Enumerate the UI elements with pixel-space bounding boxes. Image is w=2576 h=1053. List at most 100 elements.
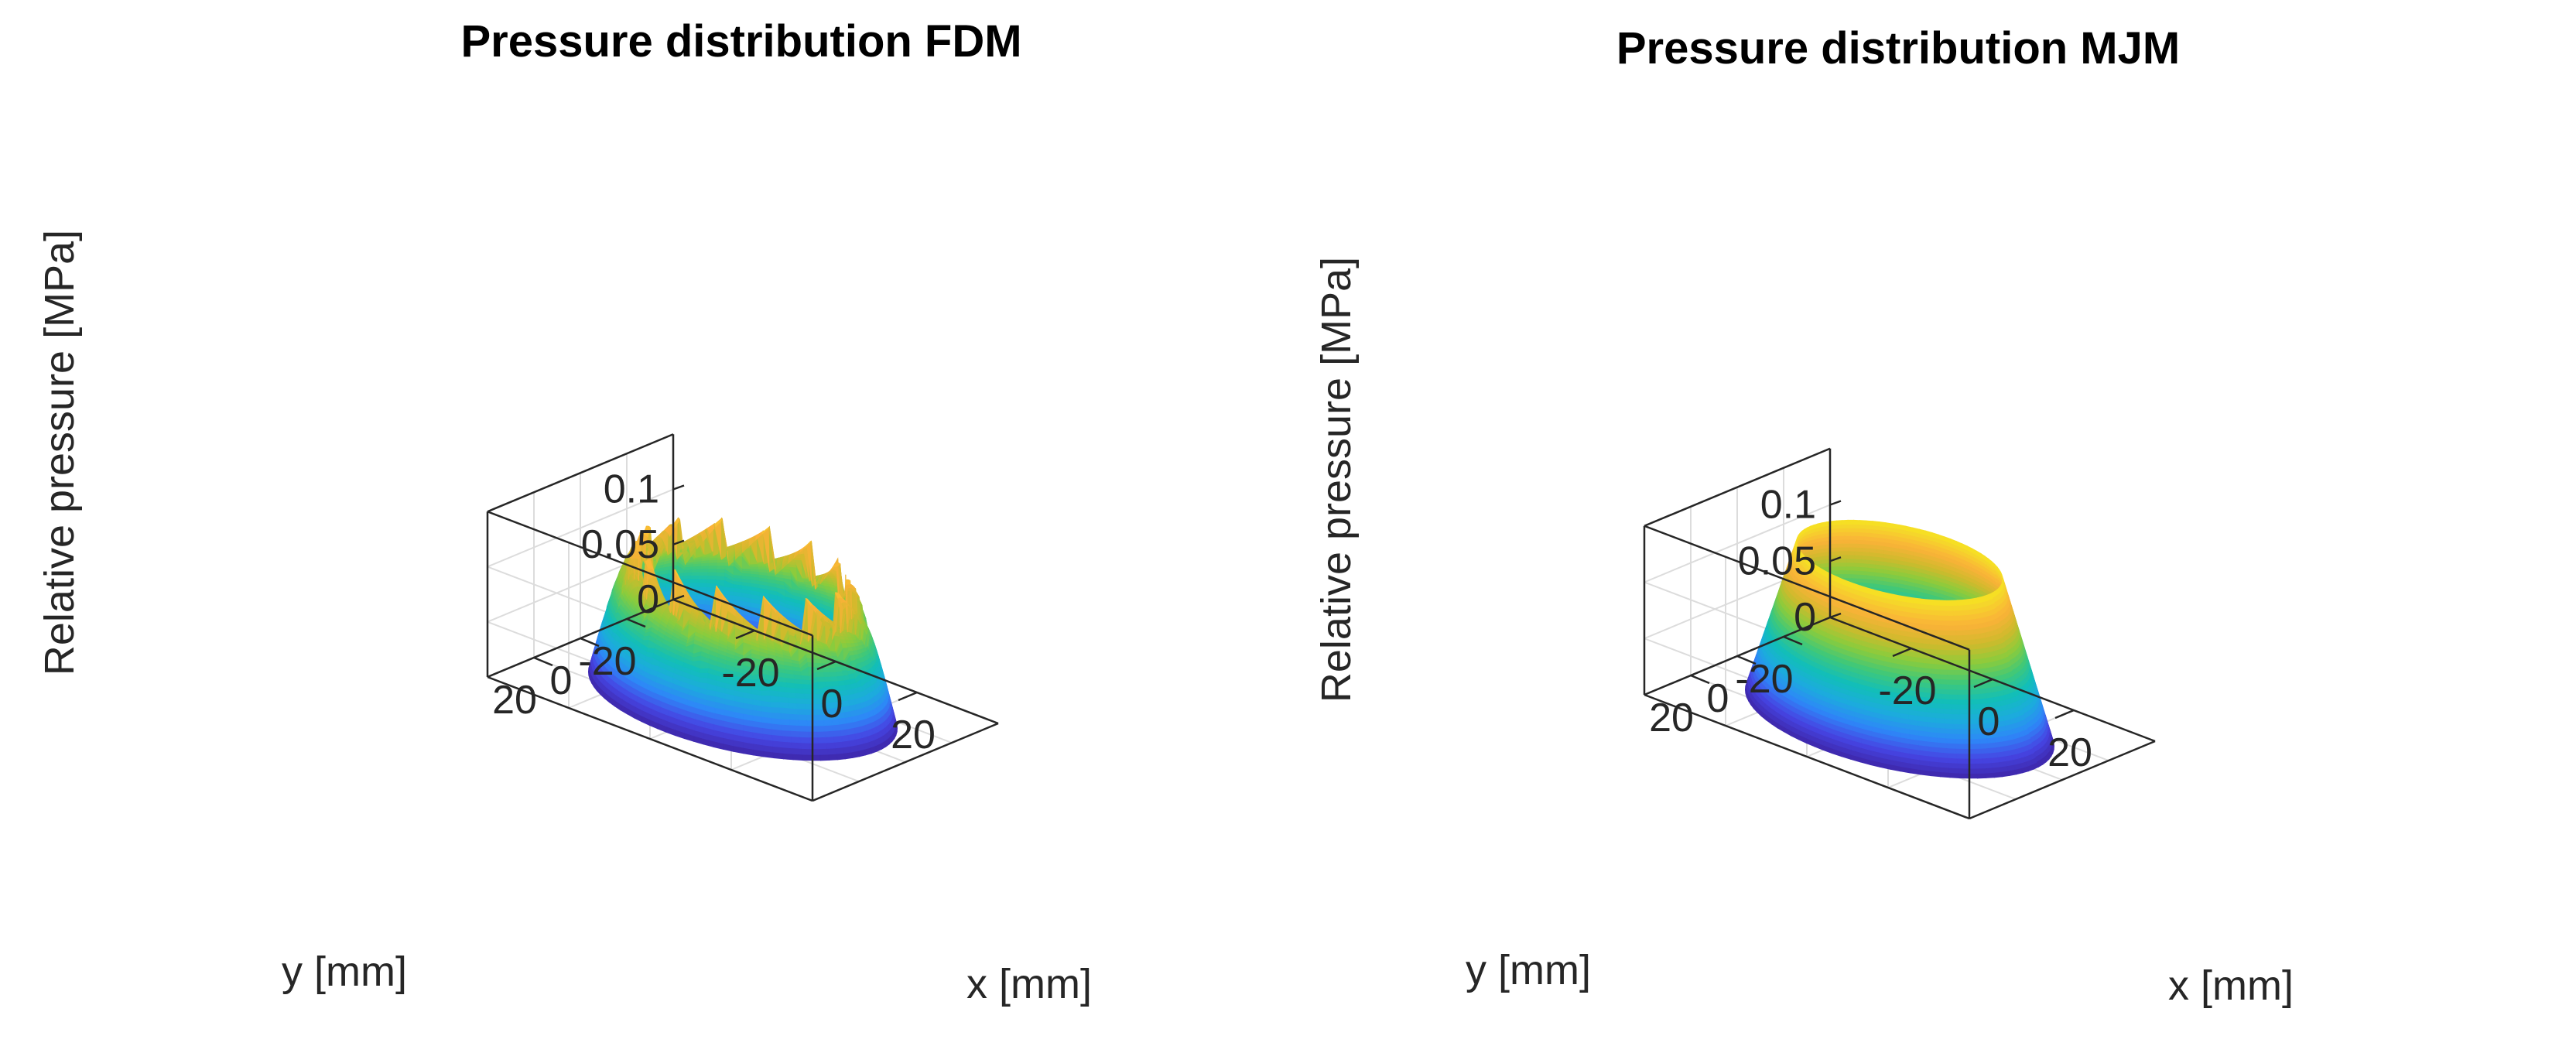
surface-patch bbox=[834, 562, 841, 567]
x-tick-mark bbox=[898, 691, 918, 702]
surface-patch bbox=[1838, 566, 1847, 571]
surface-patch bbox=[770, 706, 782, 713]
surface-patch bbox=[789, 718, 800, 727]
surface-patch bbox=[771, 712, 782, 720]
surface-patch bbox=[1842, 542, 1851, 548]
surface-patch bbox=[826, 741, 836, 749]
surface-patch bbox=[1835, 542, 1845, 548]
mjm-chart-panel: 0 0.05 0.1 -20 0 20 -20 0 20 Pressure distributi… bbox=[1288, 0, 2576, 1053]
z-tick-mark bbox=[672, 539, 685, 545]
x-tick-label: 20 bbox=[891, 713, 936, 757]
surface-patch bbox=[699, 672, 709, 679]
surface-patch bbox=[799, 730, 810, 738]
surface-patch bbox=[819, 747, 830, 755]
z-axis-label: Relative pressure [MPa] bbox=[36, 230, 83, 675]
surface-patch bbox=[816, 675, 826, 682]
surface-patch bbox=[1846, 558, 1855, 563]
surface-patch bbox=[1849, 535, 1859, 540]
surface-patch bbox=[805, 541, 812, 548]
surface-patch bbox=[803, 692, 813, 699]
surface-patch bbox=[708, 565, 718, 569]
surface-patch bbox=[800, 742, 811, 750]
surface-patch bbox=[789, 713, 799, 720]
surface-patch bbox=[799, 736, 811, 744]
surface-patch bbox=[781, 729, 792, 737]
surface-patch bbox=[697, 582, 708, 588]
surface-patch bbox=[855, 593, 860, 598]
surface-patch bbox=[761, 695, 771, 703]
surface-patch bbox=[796, 703, 807, 709]
surface-patch bbox=[802, 683, 812, 689]
surface-patch bbox=[809, 737, 819, 744]
surface-patch bbox=[790, 730, 801, 737]
surface-patch bbox=[809, 742, 820, 750]
surface-patch bbox=[698, 578, 708, 583]
surface-patch bbox=[817, 736, 828, 744]
surface-patch bbox=[806, 708, 816, 716]
x-tick-label: 0 bbox=[821, 682, 843, 727]
surface-patch bbox=[818, 742, 829, 750]
surface-patch bbox=[1849, 538, 1858, 544]
surface-patch bbox=[699, 571, 709, 576]
surface-patch bbox=[1846, 519, 1855, 525]
surface-patch bbox=[792, 753, 803, 761]
surface-patch bbox=[1846, 562, 1855, 567]
surface-patch bbox=[690, 574, 700, 579]
surface-patch bbox=[707, 571, 717, 576]
surface-patch bbox=[1847, 550, 1856, 556]
surface-patch bbox=[792, 747, 803, 755]
surface-patch bbox=[1845, 566, 1854, 571]
surface-patch bbox=[1839, 562, 1848, 567]
surface-patch bbox=[828, 753, 838, 761]
surface-patch bbox=[1840, 554, 1849, 559]
axis-box-edge bbox=[487, 511, 813, 637]
surface-patch bbox=[853, 586, 857, 591]
surface-patch bbox=[797, 708, 808, 715]
x-axis-label: x [mm] bbox=[966, 961, 1092, 1007]
surface-patch bbox=[801, 747, 812, 755]
surface-patch bbox=[791, 736, 802, 744]
surface-patch bbox=[1841, 550, 1849, 556]
surface-patch bbox=[781, 723, 792, 731]
surface-patch bbox=[816, 671, 825, 677]
x-tick-mark bbox=[816, 660, 836, 671]
surface-patch bbox=[1837, 569, 1846, 575]
surface-patch bbox=[1844, 569, 1853, 575]
surface-patch bbox=[645, 525, 651, 538]
surface-patch bbox=[1845, 527, 1853, 532]
surface-patch bbox=[707, 568, 718, 573]
z-tick-mark bbox=[672, 594, 685, 601]
y-axis-label: y [mm] bbox=[282, 949, 407, 995]
surface-patch bbox=[816, 730, 827, 738]
surface-patch bbox=[797, 713, 808, 721]
surface-patch bbox=[1849, 542, 1857, 548]
surface-patch bbox=[673, 518, 681, 529]
surface-patch bbox=[1850, 531, 1859, 536]
chart-title: Pressure distribution FDM bbox=[460, 16, 1021, 67]
y-tick-mark bbox=[580, 637, 600, 648]
y-tick-label: 0 bbox=[550, 658, 573, 703]
surface-patch bbox=[1832, 562, 1841, 567]
surface-patch bbox=[795, 697, 806, 704]
y-tick-mark bbox=[533, 656, 553, 667]
z-tick-label: 0.1 bbox=[604, 467, 659, 512]
surface-patch bbox=[780, 718, 791, 726]
surface-patch bbox=[1843, 535, 1852, 540]
surface-patch bbox=[847, 579, 851, 585]
z-tick-mark bbox=[672, 484, 685, 491]
surface-patch bbox=[798, 719, 809, 727]
surface-patch bbox=[791, 741, 802, 749]
surface-patch bbox=[819, 754, 830, 761]
fdm-chart-panel: 0 0.05 0.1 -20 0 20 -20 0 20 Pressure distributi… bbox=[36, 16, 1092, 1007]
surface-patch bbox=[689, 582, 700, 587]
axis-box-edge bbox=[487, 433, 674, 513]
surface-patch bbox=[1839, 558, 1848, 563]
axis-box-edge bbox=[812, 722, 999, 802]
surface-patch bbox=[789, 724, 801, 732]
surface-patch bbox=[826, 747, 837, 755]
surface-patch bbox=[806, 713, 816, 721]
surface-patch bbox=[1844, 531, 1852, 536]
surface-patch bbox=[716, 565, 727, 569]
surface-patch bbox=[1843, 573, 1853, 579]
surface-patch bbox=[1830, 569, 1839, 575]
